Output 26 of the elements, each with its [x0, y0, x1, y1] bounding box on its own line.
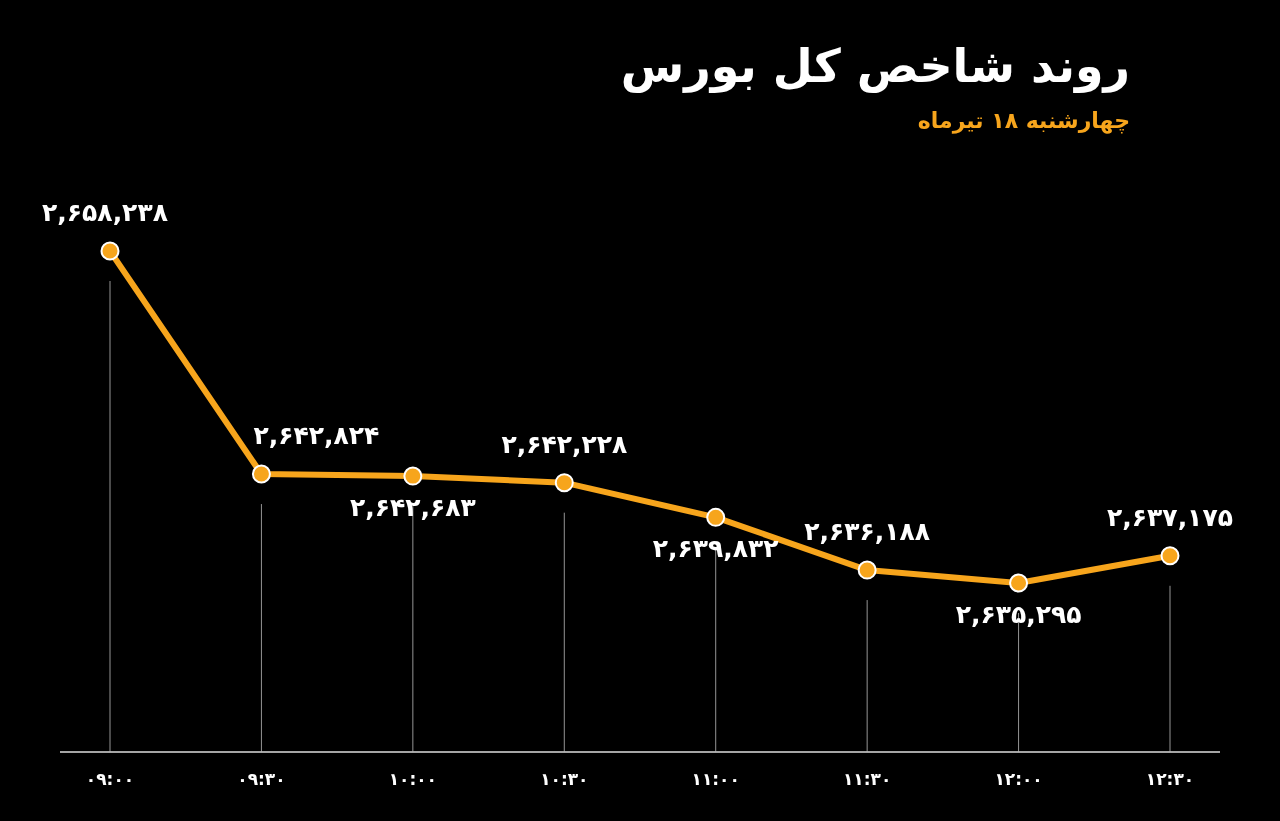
chart-subtitle: چهارشنبه ۱۸ تیرماه — [917, 108, 1130, 134]
x-tick-label: ۱۲:۰۰ — [994, 769, 1043, 789]
point — [1009, 573, 1029, 593]
x-tick-label: ۰۹:۰۰ — [85, 769, 135, 789]
data-label: ۲,۶۵۸,۲۳۸ — [42, 198, 168, 227]
point — [1160, 546, 1180, 566]
data-label: ۲,۶۴۲,۶۸۳ — [349, 493, 476, 523]
point — [403, 466, 423, 486]
point — [857, 560, 877, 580]
data-label: ۲,۶۳۶,۱۸۸ — [804, 517, 931, 547]
x-tick-label: ۱۱:۰۰ — [691, 769, 740, 789]
x-tick-label: ۰۹:۳۰ — [237, 769, 286, 789]
x-tick-label: ۱۱:۳۰ — [842, 769, 892, 789]
x-tick-label: ۱۰:۳۰ — [540, 769, 589, 789]
x-tick-label: ۱۰:۰۰ — [388, 769, 438, 789]
data-label: ۲,۶۳۷,۱۷۵ — [1107, 502, 1233, 532]
point — [100, 241, 120, 261]
x-tick-label: ۱۲:۳۰ — [1145, 769, 1195, 789]
chart-title: روند شاخص کل بورس — [620, 39, 1130, 93]
point — [706, 507, 726, 527]
data-label: ۲,۶۴۲,۸۲۴ — [253, 421, 380, 451]
data-label: ۲,۶۳۵,۲۹۵ — [955, 600, 1082, 629]
data-label: ۲,۶۴۲,۲۲۸ — [501, 429, 628, 459]
point — [554, 473, 574, 493]
data-label: ۲,۶۳۹,۸۳۲ — [652, 534, 779, 564]
point — [251, 464, 271, 484]
